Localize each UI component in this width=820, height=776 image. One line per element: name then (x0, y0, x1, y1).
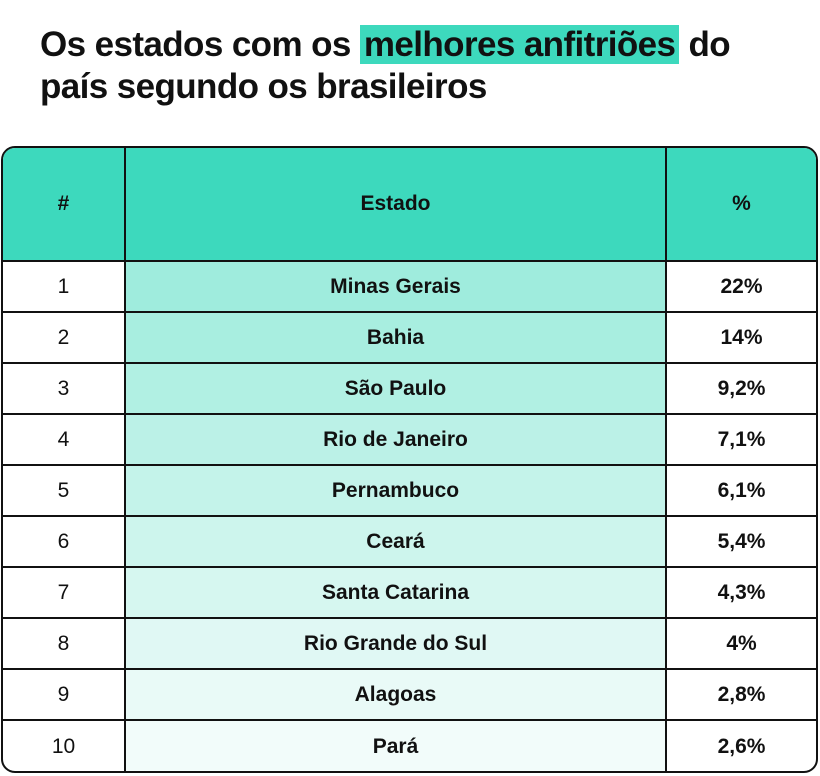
header-state: Estado (126, 148, 667, 260)
state-cell: São Paulo (126, 364, 667, 413)
rank-cell: 3 (3, 364, 126, 413)
table-row: 9 Alagoas 2,8% (3, 670, 816, 721)
state-cell: Pernambuco (126, 466, 667, 515)
state-cell: Pará (126, 721, 667, 771)
rank-cell: 9 (3, 670, 126, 719)
rank-cell: 2 (3, 313, 126, 362)
table-body: 1 Minas Gerais 22% 2 Bahia 14% 3 São Paulo 9,2% 4… (3, 262, 816, 771)
state-cell: Rio de Janeiro (126, 415, 667, 464)
rank-cell: 10 (3, 721, 126, 771)
percent-cell: 14% (720, 325, 763, 349)
percent-cell: 2,6% (717, 734, 766, 758)
state-cell: Rio Grande do Sul (126, 619, 667, 668)
table-header-row: # Estado % (3, 148, 816, 262)
header-percent: % (732, 192, 751, 215)
state-cell: Bahia (126, 313, 667, 362)
title-text-after: do (679, 25, 731, 64)
state-cell: Alagoas (126, 670, 667, 719)
rank-cell: 6 (3, 517, 126, 566)
table-row: 2 Bahia 14% (3, 313, 816, 364)
percent-cell: 7,1% (717, 427, 766, 451)
title-highlight: melhores anfitriões (359, 25, 680, 64)
percent-cell: 4% (726, 631, 757, 655)
table-row: 8 Rio Grande do Sul 4% (3, 619, 816, 670)
percent-cell: 5,4% (717, 529, 766, 553)
header-rank: # (3, 148, 126, 260)
rank-cell: 8 (3, 619, 126, 668)
rank-cell: 4 (3, 415, 126, 464)
ranking-table: # Estado % 1 Minas Gerais 22% 2 Bahia 14% 3 São… (1, 146, 818, 773)
title-text-before: Os estados com os (40, 25, 360, 64)
percent-cell: 9,2% (717, 376, 766, 400)
state-cell: Minas Gerais (126, 262, 667, 311)
table-row: 5 Pernambuco 6,1% (3, 466, 816, 517)
percent-cell: 22% (720, 274, 763, 298)
rank-cell: 1 (3, 262, 126, 311)
rank-cell: 5 (3, 466, 126, 515)
table-row: 4 Rio de Janeiro 7,1% (3, 415, 816, 466)
rank-cell: 7 (3, 568, 126, 617)
state-cell: Ceará (126, 517, 667, 566)
table-row: 3 São Paulo 9,2% (3, 364, 816, 415)
state-cell: Santa Catarina (126, 568, 667, 617)
page-title: Os estados com os melhores anfitriões do… (40, 24, 810, 108)
percent-cell: 2,8% (717, 682, 766, 706)
table-row: 7 Santa Catarina 4,3% (3, 568, 816, 619)
table-row: 6 Ceará 5,4% (3, 517, 816, 568)
percent-cell: 6,1% (717, 478, 766, 502)
percent-cell: 4,3% (717, 580, 766, 604)
title-line-2: país segundo os brasileiros (40, 67, 487, 106)
table-row: 10 Pará 2,6% (3, 721, 816, 771)
table-row: 1 Minas Gerais 22% (3, 262, 816, 313)
